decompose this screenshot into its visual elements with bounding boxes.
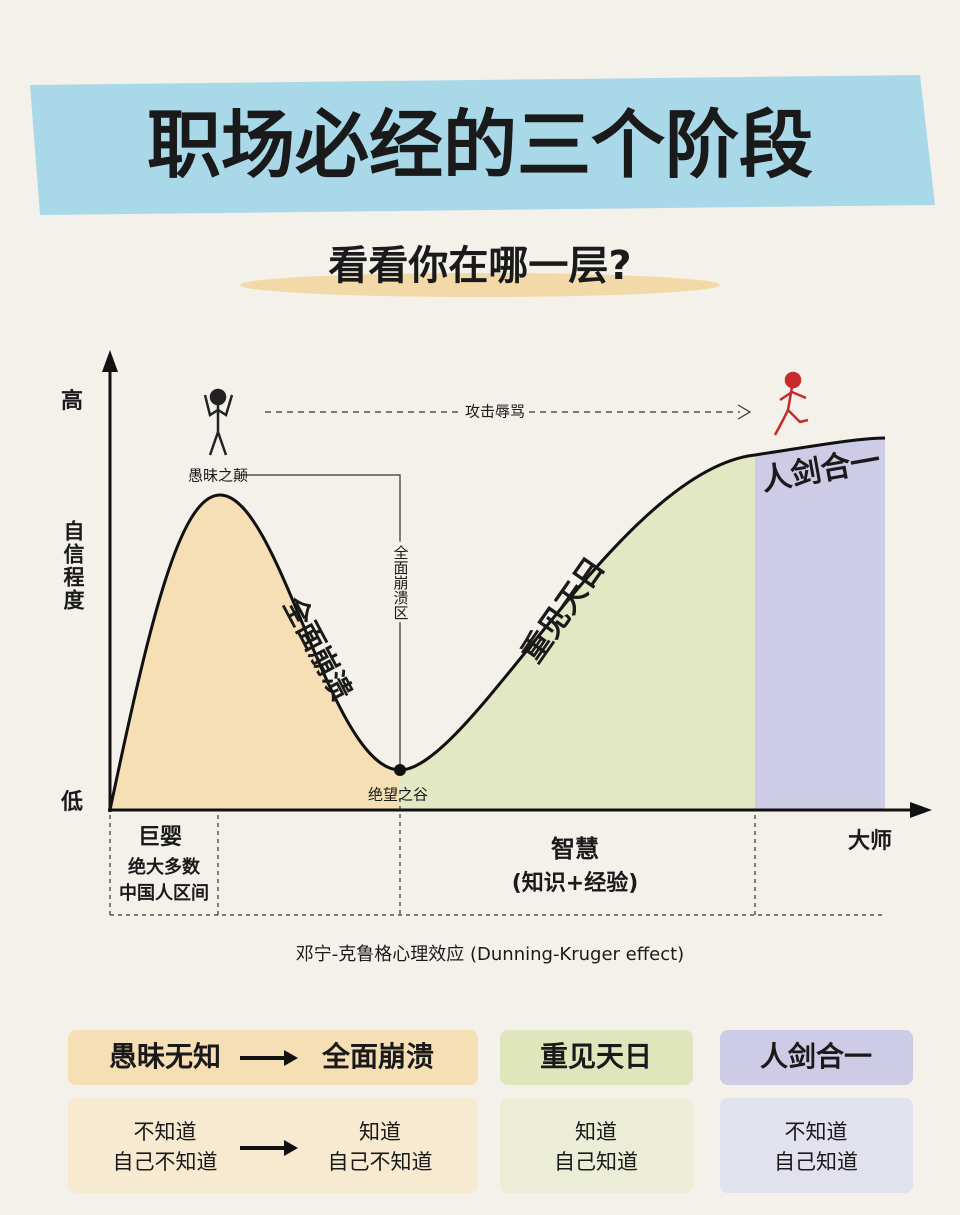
header-cell xyxy=(720,1030,913,1085)
header-text: 全面崩溃 xyxy=(321,1040,434,1073)
cell-text: 知道 xyxy=(359,1120,401,1144)
baby-label: 巨婴 xyxy=(138,825,182,850)
cell-text: 知道 xyxy=(575,1120,617,1144)
arrows xyxy=(240,1050,298,1156)
majority-line: 绝大多数 xyxy=(128,856,201,878)
subtitle: 看看你在哪一层? xyxy=(328,243,631,289)
cell-text: 不知道 xyxy=(785,1120,848,1144)
peak-label: 愚昧之颠 xyxy=(188,467,248,485)
cell-text: 自己知道 xyxy=(774,1150,858,1174)
valley-dot xyxy=(394,764,406,776)
cell-text: 自己不知道 xyxy=(113,1150,218,1174)
wisdom-note: (知识+经验) xyxy=(512,870,639,896)
master-label: 大师 xyxy=(848,828,892,854)
body-cell xyxy=(500,1098,693,1193)
axes xyxy=(102,350,932,818)
collapse-zone-label: 全面崩溃区 xyxy=(392,544,410,620)
body-cell xyxy=(68,1098,478,1193)
majority-line: 中国人区间 xyxy=(119,882,209,904)
y-high: 高 xyxy=(61,388,83,414)
valley-label: 绝望之谷 xyxy=(368,786,428,804)
cell-text: 自己不知道 xyxy=(328,1150,433,1174)
cell-text: 不知道 xyxy=(134,1120,197,1144)
figure-runner xyxy=(773,371,809,436)
y-axis-label: 自信程度 xyxy=(61,519,85,612)
wisdom-label: 智慧 xyxy=(551,835,599,863)
subtitle-underline xyxy=(240,273,720,297)
cell-text: 自己知道 xyxy=(554,1150,638,1174)
caption: 邓宁-克鲁格心理效应 (Dunning-Kruger effect) xyxy=(296,944,684,965)
header-text: 人剑合一 xyxy=(760,1040,872,1073)
header-cell xyxy=(500,1030,693,1085)
title-banner xyxy=(30,75,935,215)
legend-table: 愚昧无知 全面崩溃 重见天日 人剑合一 不知道 自己不知道 知道 自己不知道 知… xyxy=(68,1030,913,1193)
attack-label: 攻击辱骂 xyxy=(465,403,525,421)
header-text: 愚昧无知 xyxy=(109,1040,221,1073)
title: 职场必经的三个阶段 xyxy=(147,103,813,189)
header-text: 重见天日 xyxy=(540,1040,652,1073)
y-low: 低 xyxy=(60,790,83,815)
figure-peak xyxy=(203,388,234,456)
guides xyxy=(109,404,885,916)
body-cell xyxy=(720,1098,913,1193)
curve-area xyxy=(108,436,886,811)
